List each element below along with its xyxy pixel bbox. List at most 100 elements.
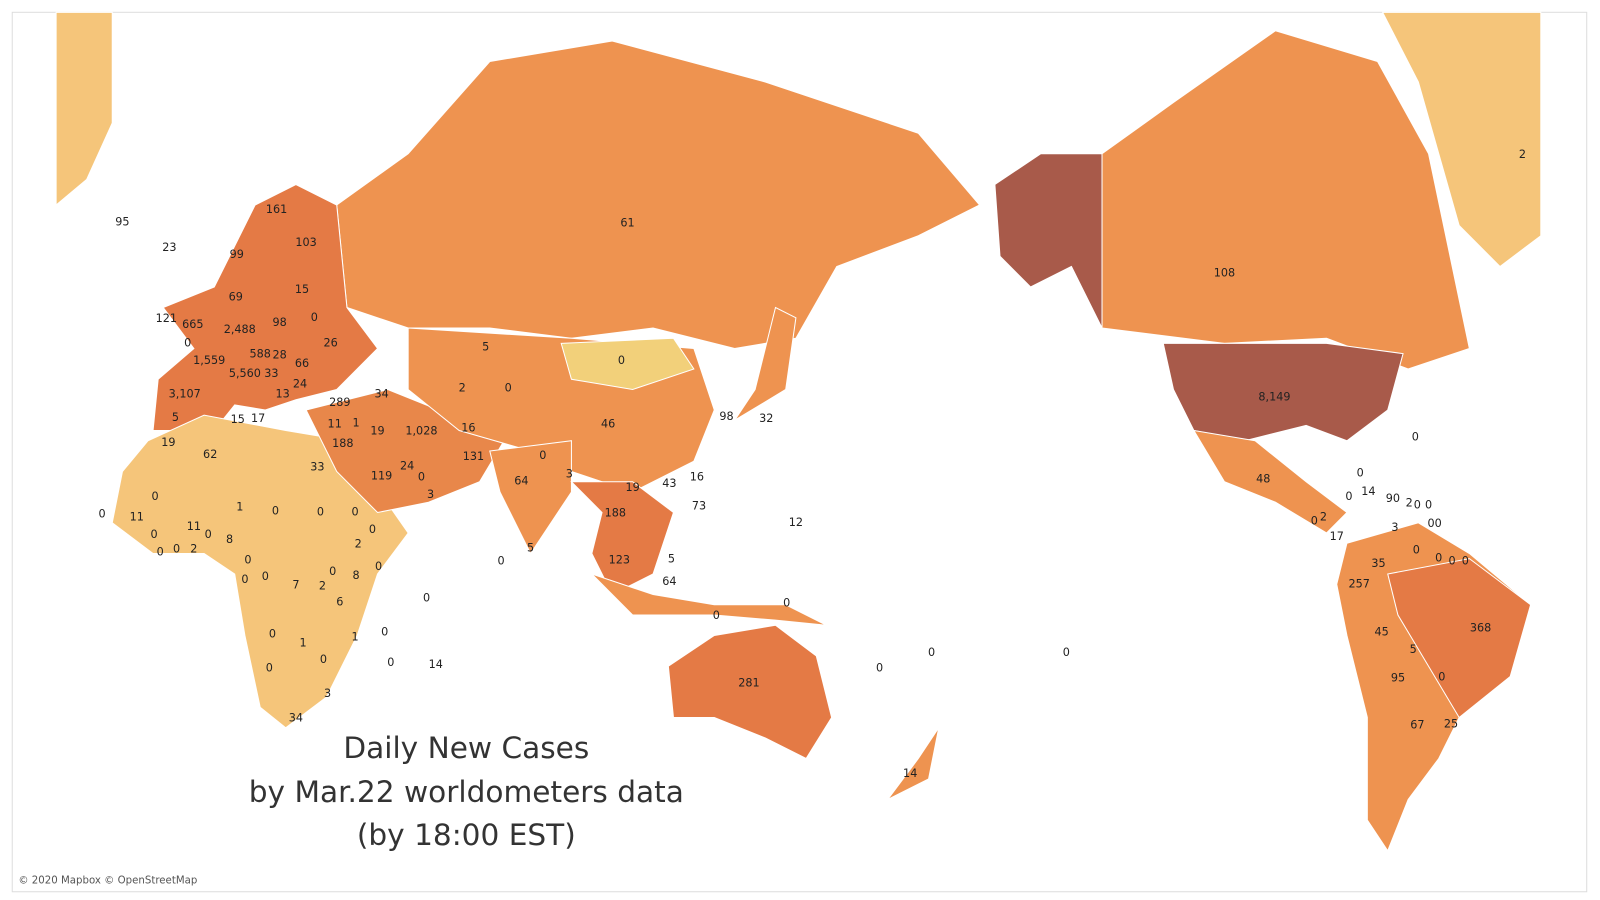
country-label: 0 xyxy=(173,542,180,555)
country-label: 95 xyxy=(1391,672,1405,685)
country-label: 24 xyxy=(400,459,414,472)
country-label: 1 xyxy=(352,631,359,644)
country-label: 0 xyxy=(928,646,935,659)
country-label: 0 xyxy=(311,311,318,324)
country-label: 2 xyxy=(190,542,197,555)
country-label: 0 xyxy=(205,528,212,541)
country-label: 368 xyxy=(1470,621,1491,634)
country-label: 26 xyxy=(323,336,337,349)
country-label: 61 xyxy=(620,216,634,229)
india xyxy=(489,440,572,555)
country-label: 1,028 xyxy=(405,425,437,438)
country-label: 665 xyxy=(182,318,203,331)
country-label: 0 xyxy=(1412,431,1419,444)
country-label: 0 xyxy=(272,504,279,517)
country-label: 1 xyxy=(299,637,306,650)
country-label: 3 xyxy=(1391,521,1398,534)
country-label: 0 xyxy=(329,565,336,578)
country-label: 0 xyxy=(876,661,883,674)
country-label: 15 xyxy=(231,413,245,426)
alaska xyxy=(994,153,1103,329)
country-label: 281 xyxy=(738,677,759,690)
attribution: © 2020 Mapbox © OpenStreetMap xyxy=(18,876,197,887)
country-label: 34 xyxy=(289,712,303,725)
country-label: 48 xyxy=(1256,473,1270,486)
country-label: 3,107 xyxy=(169,388,201,401)
japan xyxy=(734,306,797,421)
usa xyxy=(1162,342,1404,442)
country-label: 0 xyxy=(1311,515,1318,528)
country-label: 14 xyxy=(429,658,443,671)
country-label: 98 xyxy=(272,316,286,329)
country-label: 95 xyxy=(115,215,129,228)
country-label: 66 xyxy=(295,357,309,370)
country-label: 0 xyxy=(618,354,625,367)
country-label: 0 xyxy=(244,554,251,567)
country-label: 257 xyxy=(1348,577,1369,590)
country-label: 0 xyxy=(387,656,394,669)
country-label: 43 xyxy=(662,477,676,490)
country-label: 2,488 xyxy=(224,323,256,336)
country-label: 0 xyxy=(1448,555,1455,568)
country-label: 0 xyxy=(381,625,388,638)
country-label: 24 xyxy=(293,377,307,390)
country-label: 6 xyxy=(336,596,343,609)
country-label: 33 xyxy=(264,367,278,380)
greenland xyxy=(1381,11,1542,268)
country-label: 34 xyxy=(374,388,388,401)
country-label: 119 xyxy=(371,470,392,483)
country-label: 46 xyxy=(601,417,615,430)
country-label: 17 xyxy=(1330,530,1344,543)
country-label: 0 xyxy=(184,336,191,349)
title-line: by Mar.22 worldometers data xyxy=(249,774,684,809)
country-label: 15 xyxy=(295,283,309,296)
country-label: 12 xyxy=(789,516,803,529)
country-label: 3 xyxy=(324,687,331,700)
country-label: 0 xyxy=(317,505,324,518)
country-label: 32 xyxy=(759,412,773,425)
country-label: 0 xyxy=(783,597,790,610)
country-label: 19 xyxy=(626,481,640,494)
country-label: 0 xyxy=(262,570,269,583)
country-label: 64 xyxy=(514,475,528,488)
country-label: 19 xyxy=(161,436,175,449)
country-label: 2 xyxy=(319,579,326,592)
country-label: 5 xyxy=(482,340,489,353)
country-label: 62 xyxy=(203,448,217,461)
country-label: 90 xyxy=(1386,492,1400,505)
country-label: 67 xyxy=(1410,719,1424,732)
country-label: 19 xyxy=(370,425,384,438)
country-label: 1 xyxy=(353,416,360,429)
russia xyxy=(336,40,981,350)
country-label: 5 xyxy=(172,411,179,424)
country-label: 5 xyxy=(668,553,675,566)
country-label: 0 xyxy=(157,545,164,558)
country-label: 0 xyxy=(1435,552,1442,565)
country-label: 2 xyxy=(459,381,466,394)
new-zealand xyxy=(887,727,940,800)
country-label: 0 xyxy=(423,592,430,605)
country-label: 188 xyxy=(332,437,353,450)
country-label: 5,560 xyxy=(229,367,261,380)
country-label: 5 xyxy=(1410,643,1417,656)
country-label: 13 xyxy=(276,388,290,401)
mongolia xyxy=(560,337,695,391)
country-label: 8 xyxy=(353,569,360,582)
country-label: 33 xyxy=(310,460,324,473)
country-label: 0 xyxy=(497,555,504,568)
country-label: 2 xyxy=(1519,148,1526,161)
country-label: 0 xyxy=(1438,671,1445,684)
country-label: 0 xyxy=(1345,490,1352,503)
country-label: 0 xyxy=(1413,543,1420,556)
europe xyxy=(152,183,379,432)
country-label: 0 xyxy=(418,471,425,484)
country-label: 2 xyxy=(355,537,362,550)
country-label: 161 xyxy=(266,203,287,216)
country-label: 11 xyxy=(130,511,144,524)
country-label: 0 xyxy=(152,490,159,503)
country-label: 14 xyxy=(903,767,917,780)
country-label: 289 xyxy=(329,396,350,409)
country-label: 0 xyxy=(1357,467,1364,480)
